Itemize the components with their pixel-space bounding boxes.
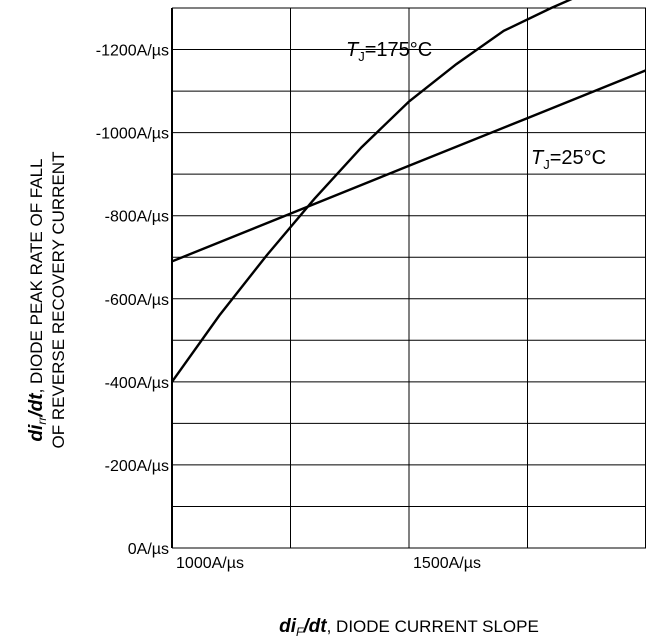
y-tick-label: 0A/µs — [128, 541, 169, 558]
grid — [171, 7, 646, 549]
y-tick-label: -200A/µs — [105, 458, 169, 475]
x-axis-ticks: 1000A/µs 1500A/µs — [176, 555, 481, 572]
series — [172, 0, 646, 383]
series-label-175: TJ=175°C — [346, 39, 432, 64]
series-label-25: TJ=25°C — [531, 147, 606, 172]
x-tick-label: 1000A/µs — [176, 555, 244, 572]
series-line-175c — [172, 0, 573, 383]
y-tick-label: -1200A/µs — [96, 43, 169, 60]
y-tick-label: -400A/µs — [105, 375, 169, 392]
y-axis-title-line2: OF REVERSE RECOVERY CURRENT — [49, 152, 68, 449]
x-axis-title: diF/dt, DIODE CURRENT SLOPE — [279, 616, 539, 638]
y-axis-ticks: 0A/µs -200A/µs -400A/µs -600A/µs -800A/µs -10… — [96, 43, 169, 558]
y-axis-title: dirr/dt, DIODE PEAK RATE OF FALL OF REVE… — [26, 152, 68, 449]
y-axis-title-line1: dirr/dt, DIODE PEAK RATE OF FALL — [26, 158, 49, 441]
y-tick-label: -600A/µs — [105, 292, 169, 309]
series-line-25c — [172, 69, 646, 263]
y-tick-label: -1000A/µs — [96, 126, 169, 143]
y-tick-label: -800A/µs — [105, 209, 169, 226]
x-tick-label: 1500A/µs — [413, 555, 481, 572]
